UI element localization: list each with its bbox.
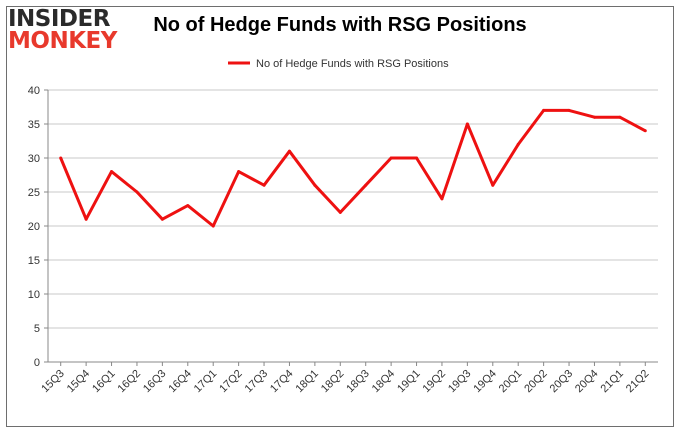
series-line (59, 108, 646, 228)
data-point (110, 170, 114, 174)
insider-monkey-logo: INSIDER MONKEY (8, 8, 130, 54)
logo-line-1: INSIDER (8, 6, 110, 32)
x-tick-label: 20Q1 (497, 368, 525, 396)
data-point (567, 108, 571, 112)
data-point (59, 156, 63, 160)
y-tick-label: 25 (28, 187, 40, 199)
y-tick-label: 5 (34, 323, 40, 335)
chart-title: No of Hedge Funds with RSG Positions (153, 14, 527, 36)
x-tick-label: 16Q1 (90, 368, 118, 396)
data-point (84, 217, 88, 221)
data-point (516, 142, 520, 146)
x-tick-label: 15Q4 (65, 368, 93, 396)
x-tick-label: 18Q3 (344, 368, 372, 396)
x-tick-label: 19Q3 (446, 368, 474, 396)
data-point (287, 149, 291, 153)
x-tick-label: 16Q4 (166, 368, 194, 396)
data-point (389, 156, 393, 160)
data-point (542, 108, 546, 112)
x-tick-label: 18Q1 (293, 368, 321, 396)
legend-label: No of Hedge Funds with RSG Positions (256, 58, 449, 70)
x-tick-label: 21Q1 (598, 368, 626, 396)
x-tick-label: 16Q3 (141, 368, 169, 396)
x-tick-label: 16Q2 (116, 368, 144, 396)
y-tick-label: 15 (28, 255, 40, 267)
data-point (491, 183, 495, 187)
x-tick-label: 17Q1 (192, 368, 220, 396)
x-tick-label: 19Q4 (471, 368, 499, 396)
x-tick-label: 17Q4 (268, 368, 296, 396)
x-tick-label: 18Q2 (319, 368, 347, 396)
y-tick-label: 0 (34, 357, 40, 369)
data-point (186, 204, 190, 208)
y-tick-label: 35 (28, 119, 40, 131)
x-tick-label: 18Q4 (370, 368, 398, 396)
data-point (313, 183, 317, 187)
y-tick-label: 40 (28, 85, 40, 97)
x-tick-label: 20Q2 (522, 368, 550, 396)
data-point (338, 210, 342, 214)
x-tick-label: 20Q3 (548, 368, 576, 396)
data-point (440, 197, 444, 201)
grid-lines (48, 89, 658, 363)
data-point (211, 224, 215, 228)
data-point (160, 217, 164, 221)
data-point (618, 115, 622, 119)
series-group (59, 108, 647, 228)
data-point (262, 183, 266, 187)
y-tick-label: 20 (28, 221, 40, 233)
data-point (643, 129, 647, 133)
x-tick-label: 19Q2 (421, 368, 449, 396)
y-tick-label: 30 (28, 153, 40, 165)
logo-line-2: MONKEY (8, 28, 117, 54)
data-point (364, 183, 368, 187)
chart-frame (6, 6, 674, 427)
x-tick-label: 17Q3 (243, 368, 271, 396)
x-tick-label: 19Q1 (395, 368, 423, 396)
data-point (592, 115, 596, 119)
x-tick-label: 20Q4 (573, 368, 601, 396)
y-axis: 0 5 10 15 20 25 30 35 40 (28, 85, 49, 369)
data-point (415, 156, 419, 160)
x-axis: 15Q315Q416Q116Q216Q316Q417Q117Q217Q317Q4… (39, 361, 658, 396)
x-tick-label: 17Q2 (217, 368, 245, 396)
data-point (465, 122, 469, 126)
data-point (237, 170, 241, 174)
x-tick-label: 15Q3 (39, 368, 67, 396)
legend: No of Hedge Funds with RSG Positions (228, 58, 449, 70)
y-tick-label: 10 (28, 289, 40, 301)
x-tick-label: 21Q2 (624, 368, 652, 396)
data-point (135, 190, 139, 194)
